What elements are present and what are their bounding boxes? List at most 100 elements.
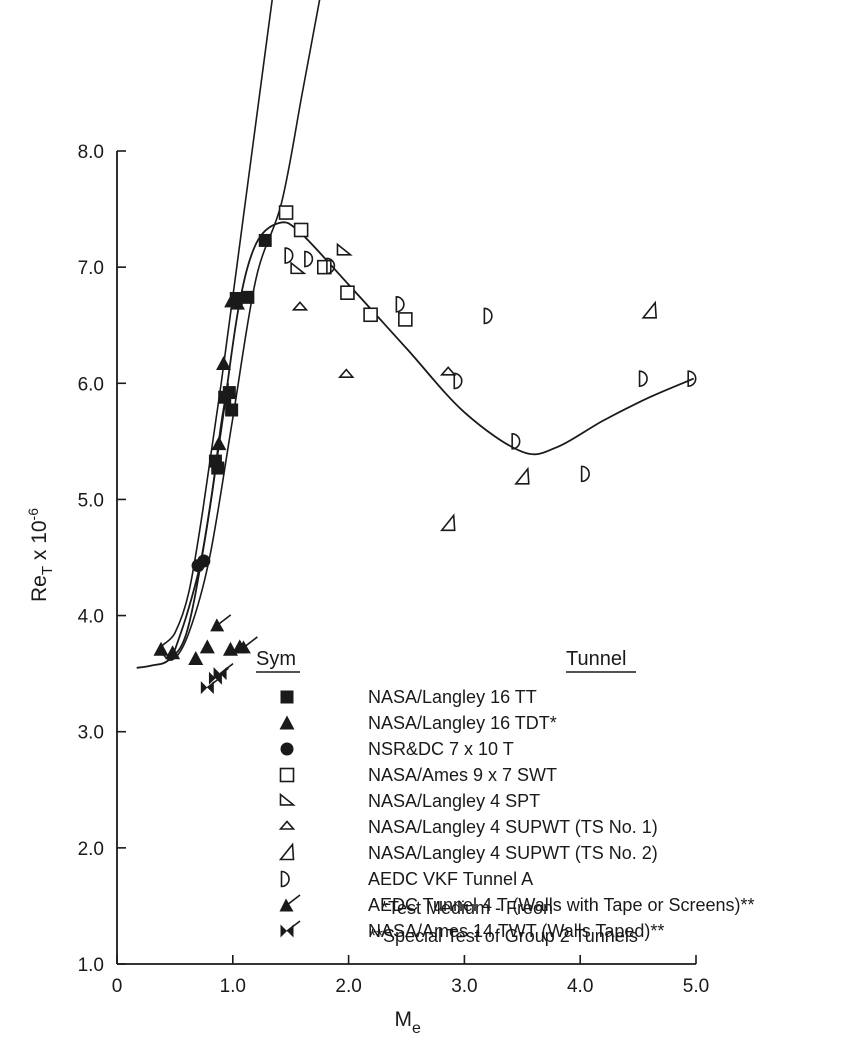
legend-symbol-9-shape (279, 898, 294, 912)
legend-symbol-8 (280, 870, 290, 888)
legend-header-sym: Sym (256, 648, 296, 670)
data-point-shape (511, 433, 521, 450)
legend-symbol-7-shape (278, 842, 295, 861)
data-point-shape (165, 645, 181, 660)
data-point-shape (483, 307, 493, 325)
data-point (153, 641, 169, 656)
legend-symbol-3 (280, 742, 294, 756)
legend-symbol-8-shape (280, 870, 290, 888)
footnote-1: *Test Medium - Freon (381, 898, 553, 918)
x-axis-title-sub: e (412, 1020, 421, 1037)
y-tick-label: 6.0 (78, 374, 104, 395)
y-axis-title: ReT x 10-6 (25, 508, 56, 602)
data-point-shape (197, 554, 211, 568)
data-point-shape (293, 222, 309, 238)
x-axis-title-main: M (395, 1008, 413, 1031)
data-point (641, 300, 658, 319)
legend-symbol-9 (279, 894, 301, 912)
series-10 (200, 663, 234, 695)
y-tick-label: 7.0 (78, 258, 104, 279)
series-9 (210, 614, 258, 654)
y-axis-title-main: Re (28, 575, 51, 602)
data-point-shape (211, 436, 227, 451)
data-point-shape (514, 466, 530, 485)
data-point (326, 257, 336, 275)
x-tick-label: 2.0 (335, 976, 361, 997)
y-tick-label: 5.0 (78, 490, 104, 511)
x-tick-label: 4.0 (567, 976, 593, 997)
legend: Sym Tunnel NASA/Langley 16 TT NASA/Langley … (256, 648, 755, 941)
data-point (229, 295, 245, 310)
data-point (514, 466, 530, 485)
legend-symbol-10 (280, 920, 301, 938)
fitted-curve-2 (170, 383, 230, 660)
data-point (293, 222, 309, 238)
data-point (199, 639, 215, 654)
data-point-shape (453, 372, 463, 390)
data-point (336, 242, 353, 256)
x-tick-label: 0 (112, 976, 123, 997)
data-point (398, 312, 413, 327)
legend-symbol-1 (280, 690, 294, 704)
data-point-shape (641, 300, 658, 319)
series-8 (284, 247, 697, 483)
envelope-outline (160, 0, 321, 661)
legend-label-7: NASA/Langley 4 SUPWT (TS No. 2) (368, 843, 658, 863)
data-point (222, 386, 236, 400)
y-tick-label: 2.0 (78, 839, 104, 860)
data-point-shape (363, 307, 378, 323)
data-point (165, 645, 181, 660)
y-tick-label: 4.0 (78, 607, 104, 628)
footnotes: *Test Medium - Freon **Special Test of Gr… (369, 898, 638, 946)
x-axis-title: Me (395, 1008, 422, 1037)
data-point-shape (222, 386, 236, 400)
data-point (638, 370, 648, 387)
data-point-shape (210, 618, 225, 632)
data-point-shape (326, 257, 336, 275)
legend-symbol-6-shape (278, 820, 296, 830)
series-7 (440, 300, 658, 532)
data-point (338, 368, 355, 378)
legend-label-3: NSR&DC 7 x 10 T (368, 739, 514, 759)
legend-symbol-10-tail (286, 920, 301, 932)
legend-symbol-4-shape (279, 767, 295, 783)
fitted-curves (136, 221, 695, 669)
data-point (290, 261, 307, 275)
data-point (241, 290, 255, 304)
data-point (580, 465, 590, 483)
data-point (236, 636, 258, 654)
data-point (395, 296, 405, 313)
data-point-shape (340, 285, 355, 300)
y-tick-label: 3.0 (78, 723, 104, 744)
flight-envelope: Flight Data Envelope (Fig. 16) (160, 0, 321, 661)
data-point (304, 250, 314, 268)
data-point (188, 651, 204, 666)
data-point-shape (211, 461, 225, 475)
data-point (225, 403, 239, 417)
data-point (483, 307, 493, 325)
data-point (210, 614, 232, 632)
data-point (453, 372, 463, 390)
legend-symbol-1-shape (280, 690, 294, 704)
data-point-shape (284, 247, 294, 264)
data-point-shape (225, 403, 239, 417)
axes: 1.0 2.0 3.0 4.0 5.0 6.0 7.0 8.0 0 1.0 2.0 3.0 4.0 5.0… (25, 142, 709, 1037)
data-point-shape (439, 366, 457, 376)
y-axis-title-sup: -6 (25, 508, 41, 521)
y-axis-title-sub: T (39, 566, 56, 575)
legend-header-tunnel: Tunnel (566, 648, 626, 670)
data-point-shape (229, 295, 245, 310)
x-tick-label: 3.0 (451, 976, 477, 997)
data-point-shape (316, 259, 332, 275)
data-point (316, 259, 332, 275)
legend-label-8: AEDC VKF Tunnel A (368, 869, 533, 889)
x-tick-label: 5.0 (683, 976, 709, 997)
legend-symbol-2 (279, 715, 295, 730)
data-point-shape (440, 513, 456, 532)
data-point-shape (338, 368, 355, 378)
data-point (284, 247, 294, 264)
footnote-2: **Special Test of Group 2 Tunnels (369, 926, 638, 946)
data-point-shape (395, 296, 405, 313)
data-point-shape (188, 651, 204, 666)
